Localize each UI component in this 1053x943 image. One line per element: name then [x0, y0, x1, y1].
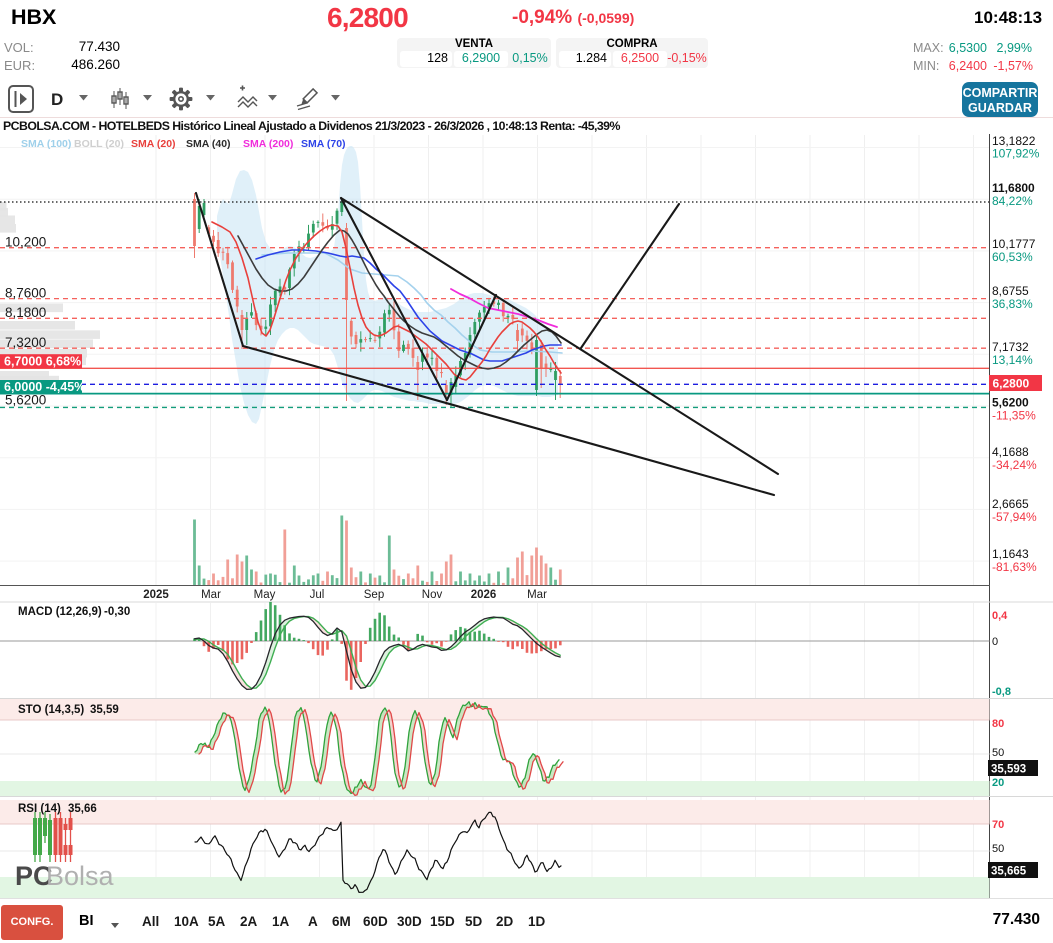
svg-text:-57,94%: -57,94%: [992, 510, 1037, 524]
svg-text:Nov: Nov: [422, 589, 443, 601]
svg-text:35,665: 35,665: [991, 866, 1027, 878]
svg-text:RSI (14): RSI (14): [18, 803, 61, 815]
svg-text:Bolsa: Bolsa: [46, 861, 115, 891]
svg-text:6,0000 -4,45%: 6,0000 -4,45%: [4, 380, 85, 394]
svg-text:0,4: 0,4: [992, 610, 1008, 622]
svg-text:36,83%: 36,83%: [992, 297, 1033, 311]
svg-text:35,593: 35,593: [991, 764, 1026, 776]
svg-text:2026: 2026: [471, 589, 497, 601]
svg-text:2025: 2025: [143, 589, 169, 601]
svg-text:107,92%: 107,92%: [992, 147, 1040, 161]
svg-text:-11,35%: -11,35%: [992, 409, 1036, 423]
svg-text:7,1732: 7,1732: [992, 340, 1029, 354]
svg-text:50: 50: [992, 747, 1004, 759]
svg-text:SMA (70): SMA (70): [301, 138, 346, 150]
svg-text:4,1688: 4,1688: [992, 445, 1029, 459]
svg-text:-0,8: -0,8: [992, 686, 1011, 698]
svg-text:0: 0: [992, 636, 998, 648]
svg-text:10,200: 10,200: [5, 235, 46, 250]
svg-text:35,59: 35,59: [90, 704, 119, 716]
svg-text:STO (14,3,5): STO (14,3,5): [18, 704, 84, 716]
svg-text:13,1822: 13,1822: [992, 134, 1036, 148]
svg-text:-34,24%: -34,24%: [992, 458, 1037, 472]
svg-text:D: D: [51, 90, 63, 109]
svg-text:84,22%: 84,22%: [992, 194, 1033, 208]
svg-text:60,53%: 60,53%: [992, 250, 1033, 264]
svg-text:1,1643: 1,1643: [992, 547, 1029, 561]
svg-text:20: 20: [992, 777, 1004, 789]
svg-text:35,66: 35,66: [68, 803, 97, 815]
svg-text:50: 50: [992, 843, 1004, 855]
svg-text:13,14%: 13,14%: [992, 353, 1033, 367]
svg-text:8,7600: 8,7600: [5, 286, 46, 301]
svg-text:7,3200: 7,3200: [5, 335, 46, 350]
svg-text:6,2800: 6,2800: [993, 377, 1030, 391]
svg-text:Mar: Mar: [527, 589, 547, 601]
svg-text:5,6200: 5,6200: [992, 396, 1029, 410]
svg-text:70: 70: [992, 819, 1004, 831]
svg-text:11,6800: 11,6800: [992, 181, 1035, 195]
svg-text:-0,30: -0,30: [104, 606, 130, 618]
svg-text:PCBOLSA.COM - HOTELBEDS Histór: PCBOLSA.COM - HOTELBEDS Histórico Lineal…: [3, 119, 620, 133]
svg-text:6,7000 6,68%: 6,7000 6,68%: [4, 355, 81, 369]
svg-text:SMA (40): SMA (40): [186, 138, 231, 150]
svg-text:May: May: [254, 589, 276, 601]
svg-text:MACD (12,26,9): MACD (12,26,9): [18, 606, 102, 618]
svg-text:Jul: Jul: [310, 589, 325, 601]
svg-text:-81,63%: -81,63%: [992, 560, 1037, 574]
svg-text:Sep: Sep: [364, 589, 384, 601]
svg-text:2,6665: 2,6665: [992, 497, 1029, 511]
svg-text:SMA (20): SMA (20): [131, 138, 176, 150]
svg-text:SMA (100): SMA (100): [21, 138, 71, 150]
svg-text:BOLL (20): BOLL (20): [74, 138, 124, 150]
svg-text:8,1800: 8,1800: [5, 305, 46, 320]
svg-text:PC: PC: [15, 861, 53, 891]
svg-text:5,6200: 5,6200: [5, 393, 46, 408]
svg-text:Mar: Mar: [201, 589, 221, 601]
svg-text:SMA (200): SMA (200): [243, 138, 293, 150]
svg-text:10,1777: 10,1777: [992, 237, 1036, 251]
svg-text:8,6755: 8,6755: [992, 284, 1029, 298]
svg-text:80: 80: [992, 718, 1004, 730]
